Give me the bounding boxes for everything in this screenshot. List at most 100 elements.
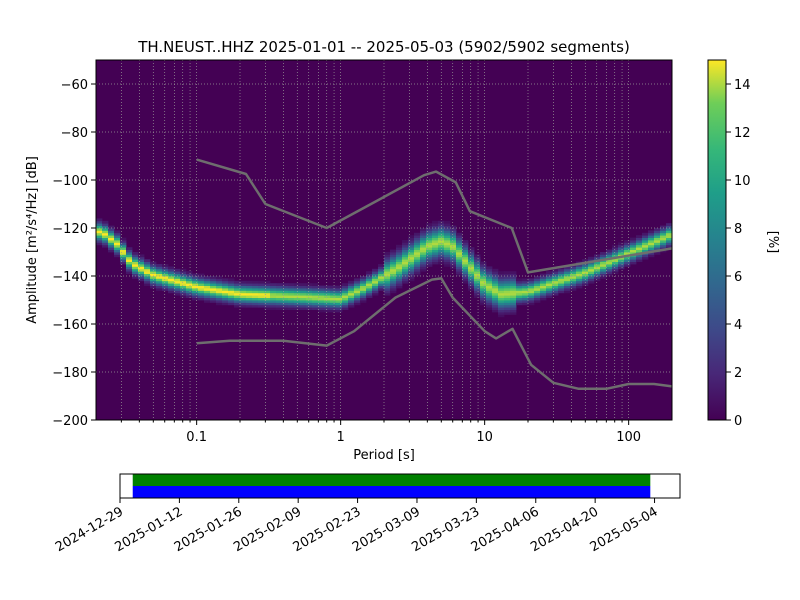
heatmap-cell	[330, 307, 337, 310]
heatmap-cell	[642, 232, 649, 236]
heatmap-cell	[390, 271, 397, 274]
heatmap-cell	[402, 264, 409, 267]
heatmap-cell	[582, 259, 589, 262]
heatmap-cell	[144, 261, 151, 265]
heatmap-cell	[378, 280, 385, 284]
heatmap-cell	[498, 309, 505, 313]
heatmap-cell	[270, 302, 277, 306]
heatmap-cell	[636, 242, 643, 246]
heatmap-cell	[300, 292, 307, 296]
heatmap-cell	[402, 278, 409, 282]
heatmap-cell	[534, 292, 541, 296]
heatmap-cell	[216, 292, 223, 296]
heatmap-cell	[396, 285, 403, 289]
heatmap-cell	[540, 276, 547, 279]
heatmap-cell	[480, 283, 487, 286]
heatmap-cell	[228, 290, 235, 294]
heatmap-cell	[546, 273, 553, 277]
heatmap-cell	[432, 249, 439, 253]
heatmap-cell	[480, 268, 487, 272]
heatmap-cell	[402, 256, 409, 260]
heatmap-cell	[204, 295, 211, 298]
heatmap-cell	[318, 297, 325, 301]
heatmap-cell	[150, 261, 157, 265]
heatmap-cell	[246, 292, 253, 296]
heatmap-cell	[378, 271, 385, 274]
heatmap-cell	[300, 307, 307, 310]
heatmap-cell	[594, 256, 601, 260]
heatmap-cell	[630, 249, 637, 253]
heatmap-cell	[390, 283, 397, 286]
heatmap-cell	[132, 261, 139, 265]
heatmap-cell	[180, 290, 187, 294]
heatmap-cell	[366, 290, 373, 294]
heatmap-cell	[432, 252, 439, 255]
heatmap-cell	[366, 283, 373, 286]
colorbar-tick-label: 8	[734, 222, 742, 237]
heatmap-cell	[468, 266, 475, 270]
heatmap-cell	[408, 266, 415, 270]
heatmap-cell	[366, 292, 373, 296]
heatmap-cell	[498, 300, 505, 303]
heatmap-cell	[480, 302, 487, 306]
heatmap-cell	[306, 292, 313, 296]
heatmap-cell	[156, 273, 163, 277]
heatmap-cell	[288, 288, 295, 291]
heatmap-cell	[132, 259, 139, 262]
heatmap-cell	[180, 268, 187, 272]
heatmap-cell	[240, 283, 247, 286]
heatmap-cell	[426, 235, 433, 238]
heatmap-cell	[234, 302, 241, 306]
heatmap-cell	[174, 273, 181, 277]
heatmap-cell	[402, 266, 409, 270]
heatmap-cell	[456, 237, 463, 241]
heatmap-cell	[306, 304, 313, 308]
heatmap-cell	[612, 261, 619, 265]
heatmap-cell	[390, 280, 397, 284]
heatmap-cell	[288, 304, 295, 308]
heatmap-cell	[222, 302, 229, 306]
grid-lines	[96, 60, 672, 420]
heatmap-cell	[228, 292, 235, 296]
heatmap-cell	[588, 273, 595, 277]
heatmap-cell	[240, 285, 247, 289]
heatmap-cell	[408, 278, 415, 282]
heatmap-cell	[138, 266, 145, 270]
heatmap-cell	[120, 244, 127, 248]
heatmap-cell	[234, 288, 241, 291]
heatmap-cell	[450, 256, 457, 260]
heatmap-cell	[552, 283, 559, 286]
heatmap-cell	[522, 280, 529, 284]
heatmap-cell	[384, 261, 391, 265]
heatmap-cell	[480, 300, 487, 303]
heatmap-cell	[408, 240, 415, 243]
heatmap-cell	[114, 237, 121, 241]
heatmap-cell	[426, 237, 433, 241]
heatmap-cell	[258, 285, 265, 289]
heatmap-cell	[276, 290, 283, 294]
heatmap-cell	[348, 304, 355, 308]
heatmap-cell	[528, 283, 535, 286]
heatmap-cell	[384, 266, 391, 270]
heatmap-cell	[336, 295, 343, 298]
heatmap-cell	[408, 252, 415, 255]
heatmap-cell	[666, 237, 673, 241]
heatmap-cell	[372, 278, 379, 282]
heatmap-cell	[180, 295, 187, 298]
heatmap-cell	[624, 249, 631, 253]
heatmap-cell	[420, 261, 427, 265]
heatmap-cell	[438, 237, 445, 241]
heatmap-cell	[462, 268, 469, 272]
heatmap-cell	[426, 232, 433, 236]
heatmap-cell	[294, 285, 301, 289]
heatmap-cell	[222, 300, 229, 303]
heatmap-cell	[132, 276, 139, 279]
heatmap-cell	[324, 304, 331, 308]
heatmap-cell	[420, 244, 427, 248]
heatmap-cell	[492, 271, 499, 274]
heatmap-cell	[462, 278, 469, 282]
heatmap-cell	[240, 295, 247, 298]
heatmap-cell	[396, 273, 403, 277]
heatmap-cell	[258, 280, 265, 284]
heatmap-cell	[354, 288, 361, 291]
